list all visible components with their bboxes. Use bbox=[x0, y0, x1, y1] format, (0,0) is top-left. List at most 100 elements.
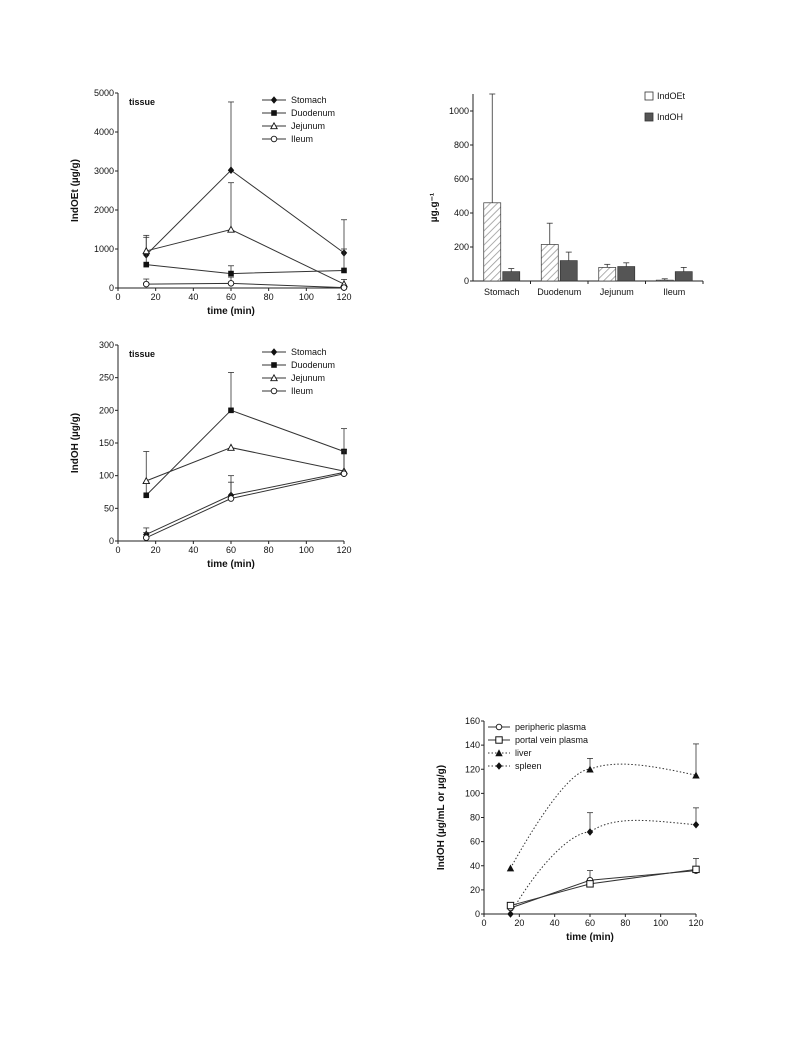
legend-marker bbox=[271, 362, 277, 368]
legend-label: spleen bbox=[515, 761, 542, 771]
y-tick-label: 100 bbox=[99, 471, 114, 481]
x-axis-title: time (min) bbox=[566, 932, 614, 943]
bar-indoh bbox=[674, 271, 693, 282]
data-point bbox=[586, 765, 594, 773]
y-tick-label: 200 bbox=[99, 405, 114, 415]
data-point bbox=[507, 910, 514, 918]
data-point bbox=[142, 476, 151, 485]
data-point bbox=[142, 534, 150, 541]
x-tick-label: 100 bbox=[653, 918, 668, 928]
x-tick-label: 0 bbox=[115, 545, 120, 555]
y-tick-label: 100 bbox=[465, 788, 480, 798]
series-line-peripheric-plasma bbox=[510, 870, 697, 909]
x-tick-label: 120 bbox=[688, 918, 703, 928]
y-axis-title: IndOH (µg/mL or µg/g) bbox=[436, 765, 447, 870]
x-axis-title: time (min) bbox=[207, 559, 255, 570]
y-tick-label: 600 bbox=[454, 174, 469, 184]
data-point bbox=[227, 280, 235, 287]
y-tick-label: 80 bbox=[470, 813, 480, 823]
x-tick-label: 100 bbox=[299, 545, 314, 555]
y-tick-label: 3000 bbox=[94, 166, 114, 176]
series-line-ileum bbox=[146, 473, 345, 539]
y-tick-label: 1000 bbox=[94, 244, 114, 254]
x-tick-label: 80 bbox=[620, 918, 630, 928]
data-point bbox=[227, 495, 235, 502]
y-tick-label: 2000 bbox=[94, 205, 114, 215]
data-point bbox=[227, 166, 235, 175]
y-tick-label: 160 bbox=[465, 716, 480, 726]
y-tick-label: 4000 bbox=[94, 127, 114, 137]
tissue-annotation: tissue bbox=[129, 349, 155, 359]
x-tick-label: 60 bbox=[226, 545, 236, 555]
x-tick-label: 40 bbox=[550, 918, 560, 928]
x-tick-label: 40 bbox=[188, 292, 198, 302]
data-point bbox=[586, 828, 594, 836]
x-axis-title: time (min) bbox=[207, 306, 255, 317]
x-tick-label: 120 bbox=[336, 545, 351, 555]
data-point bbox=[506, 901, 515, 910]
bar-indoh bbox=[559, 260, 578, 282]
data-point bbox=[228, 270, 234, 277]
x-tick-label: 0 bbox=[115, 292, 120, 302]
data-point bbox=[228, 407, 234, 414]
bar-indoet bbox=[598, 267, 617, 282]
series-line-liver bbox=[510, 763, 697, 869]
legend-marker bbox=[495, 736, 503, 744]
y-tick-label: 60 bbox=[470, 837, 480, 847]
y-tick-label: 0 bbox=[109, 283, 114, 293]
series-line-jejunum bbox=[146, 228, 345, 285]
legend-swatch bbox=[644, 112, 654, 122]
series-line-portal-vein-plasma bbox=[510, 868, 697, 907]
y-tick-label: 40 bbox=[470, 861, 480, 871]
legend-label: Stomach bbox=[291, 347, 327, 357]
y-tick-label: 1000 bbox=[449, 106, 469, 116]
legend-label: Duodenum bbox=[291, 108, 335, 118]
legend-marker bbox=[270, 135, 278, 143]
data-point bbox=[692, 865, 700, 874]
x-tick-label: 100 bbox=[299, 292, 314, 302]
data-point bbox=[341, 267, 347, 274]
legend-marker bbox=[271, 110, 277, 116]
x-tick-label: 20 bbox=[514, 918, 524, 928]
legend-label: Jejunum bbox=[291, 121, 325, 131]
data-point bbox=[227, 443, 235, 451]
y-tick-label: 200 bbox=[454, 242, 469, 252]
series-line-duodenum bbox=[145, 409, 345, 496]
legend-marker bbox=[270, 348, 278, 356]
x-tick-label: 20 bbox=[151, 545, 161, 555]
series-line-stomach bbox=[145, 169, 345, 256]
y-axis-title: µg.g⁻¹ bbox=[429, 192, 440, 222]
legend-label: liver bbox=[515, 748, 532, 758]
y-tick-label: 20 bbox=[470, 885, 480, 895]
legend-marker bbox=[495, 749, 503, 757]
y-tick-label: 140 bbox=[465, 740, 480, 750]
legend-swatch bbox=[644, 91, 654, 101]
data-point bbox=[142, 246, 151, 255]
series-line-duodenum bbox=[146, 264, 345, 275]
x-tick-label: 80 bbox=[264, 292, 274, 302]
data-point bbox=[692, 771, 700, 779]
data-point bbox=[227, 225, 235, 233]
bar-indoet bbox=[540, 244, 559, 282]
x-tick-label: 20 bbox=[151, 292, 161, 302]
category-label: Stomach bbox=[484, 287, 520, 297]
y-tick-label: 800 bbox=[454, 140, 469, 150]
legend-marker bbox=[270, 373, 278, 382]
y-tick-label: 50 bbox=[104, 503, 114, 513]
legend-label: Stomach bbox=[291, 95, 327, 105]
legend-label: IndOH bbox=[657, 112, 683, 122]
x-tick-label: 60 bbox=[226, 292, 236, 302]
y-axis-title: IndOEt (µg/g) bbox=[70, 159, 81, 222]
y-tick-label: 0 bbox=[109, 536, 114, 546]
legend-label: Ileum bbox=[291, 134, 313, 144]
bar-indoet bbox=[655, 279, 674, 282]
legend-marker bbox=[495, 762, 503, 770]
series-line-ileum bbox=[146, 282, 345, 289]
x-tick-label: 0 bbox=[481, 918, 486, 928]
category-label: Duodenum bbox=[537, 287, 581, 297]
y-tick-label: 0 bbox=[464, 276, 469, 286]
legend-label: Jejunum bbox=[291, 373, 325, 383]
legend-label: peripheric plasma bbox=[515, 722, 586, 732]
category-label: Jejunum bbox=[600, 287, 634, 297]
